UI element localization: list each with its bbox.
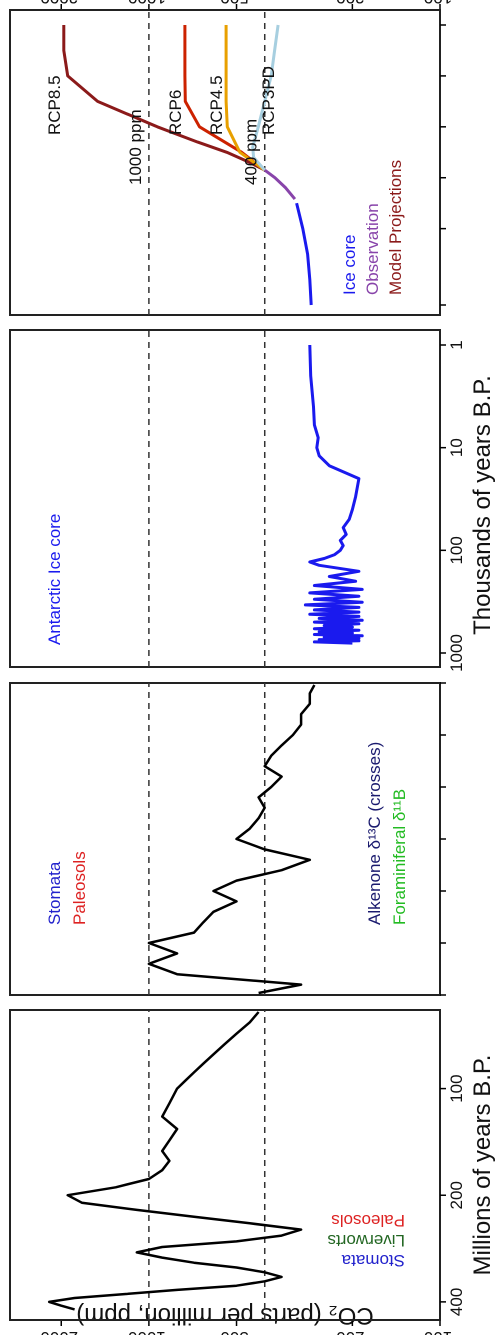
panel-label: Antarctic Ice core <box>45 514 64 645</box>
x-axis-title: Millions of years B.P. <box>469 1055 496 1276</box>
legend-item: Observation <box>363 203 382 295</box>
x-tick-label: 400 <box>447 1288 466 1316</box>
panel-frame <box>9 9 441 316</box>
y-tick-label-right: 100 <box>424 0 452 7</box>
y-axis-title: CO₂ (parts per million, ppm) <box>76 1302 373 1329</box>
series-label: RCP4.5 <box>207 75 226 135</box>
series-line <box>263 168 297 201</box>
series-label: RCP3PD <box>259 66 278 135</box>
y-tick-label-right: 1000 <box>128 0 166 7</box>
series-label: RCP6 <box>166 90 185 135</box>
y-tick-label-left: 2000 <box>40 1328 78 1335</box>
legend-item: Liverworts <box>328 1231 405 1250</box>
series-line <box>251 24 280 172</box>
legend-item: Ice core <box>340 235 359 295</box>
panel-2 <box>9 682 446 996</box>
panel-frame <box>9 329 441 668</box>
panel-frame <box>9 1009 441 1321</box>
x-tick-label: 1000 <box>447 634 466 672</box>
y-tick-label-left: 200 <box>336 1328 364 1335</box>
series-line <box>47 1011 303 1311</box>
legend-item: Stomata <box>341 1251 405 1270</box>
series-line <box>303 344 364 645</box>
x-tick-label: 100 <box>447 536 466 564</box>
y-tick-label-left: 100 <box>424 1328 452 1335</box>
panel-1: 400 200 100 <box>9 1009 466 1321</box>
legend-item: Paleosols <box>331 1211 405 1230</box>
x-tick-label: 100 <box>447 1074 466 1102</box>
series-line <box>62 25 266 172</box>
series-line <box>147 684 316 995</box>
x-tick-label: 200 <box>447 1181 466 1209</box>
legend-item: Stomata <box>45 861 64 925</box>
y-tick-label-left: 1000 <box>128 1328 166 1335</box>
legend-item: Foraminiferal δ¹¹B <box>390 789 409 925</box>
legend-item: Alkenone δ¹³C (crosses) <box>365 742 384 925</box>
y-tick-label-right: 500 <box>220 0 248 7</box>
x-axis-title: Thousands of years B.P. <box>469 375 496 635</box>
panel-3: 1000 100 10 1 <box>9 329 466 672</box>
y-tick-label-right: 200 <box>336 0 364 7</box>
legend-item: Model Projections <box>386 160 405 295</box>
x-tick-label: 10 <box>447 438 466 457</box>
x-tick-label: 1 <box>447 340 466 349</box>
reference-label: 400 ppm <box>242 119 261 185</box>
panel-4 <box>9 9 446 316</box>
legend-item: Paleosols <box>70 851 89 925</box>
y-tick-label-right: 2000 <box>40 0 78 7</box>
series-label: RCP8.5 <box>45 75 64 135</box>
series-line <box>224 25 266 172</box>
reference-label: 1000 ppm <box>126 109 145 185</box>
series-line <box>295 202 313 306</box>
y-tick-label-left: 500 <box>220 1328 248 1335</box>
